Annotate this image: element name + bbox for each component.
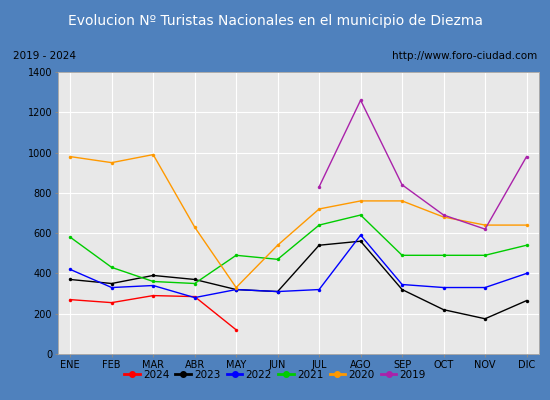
Text: http://www.foro-ciudad.com: http://www.foro-ciudad.com xyxy=(392,51,537,61)
Text: Evolucion Nº Turistas Nacionales en el municipio de Diezma: Evolucion Nº Turistas Nacionales en el m… xyxy=(68,14,482,28)
Legend: 2024, 2023, 2022, 2021, 2020, 2019: 2024, 2023, 2022, 2021, 2020, 2019 xyxy=(124,370,426,380)
Text: 2019 - 2024: 2019 - 2024 xyxy=(13,51,75,61)
